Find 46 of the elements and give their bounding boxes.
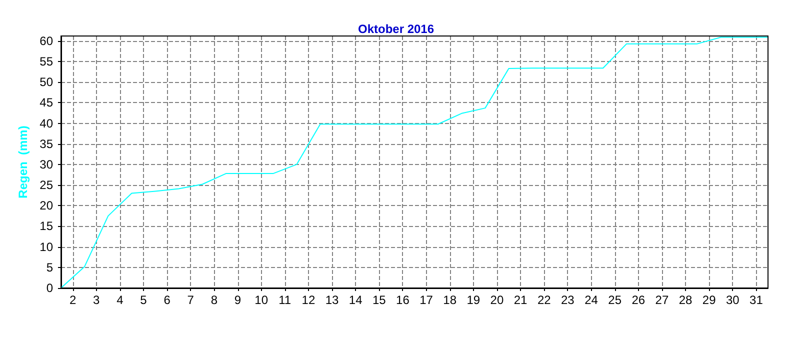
- y-tick-label: 15: [40, 219, 54, 234]
- x-tick-label: 14: [348, 293, 363, 307]
- y-axis-title: Regen (mm): [16, 126, 30, 198]
- x-tick-label: 20: [490, 293, 504, 307]
- x-tick-label: 22: [537, 293, 552, 307]
- x-tick-label: 7: [187, 293, 194, 307]
- y-tick-label: 30: [40, 157, 54, 172]
- y-tick-label: 40: [40, 116, 54, 130]
- y-tick-label: 35: [40, 136, 54, 151]
- x-tick-label: 25: [608, 293, 622, 307]
- x-tick-label: 12: [302, 293, 316, 307]
- y-tick-label: 5: [46, 260, 54, 274]
- x-tick-label: 9: [234, 293, 242, 307]
- x-tick-label: 26: [632, 293, 646, 307]
- x-tick-label: 15: [372, 293, 386, 307]
- x-tick-label: 31: [750, 293, 764, 307]
- chart-title: Oktober 2016: [358, 22, 434, 36]
- y-tick-label: 20: [40, 198, 54, 213]
- x-tick-label: 16: [396, 293, 410, 307]
- x-tick-label: 10: [254, 293, 268, 307]
- x-tick-label: 18: [443, 293, 457, 307]
- x-tick-label: 4: [116, 293, 124, 307]
- x-tick-label: 21: [514, 293, 528, 307]
- x-tick-label: 28: [678, 293, 693, 307]
- line-series: [60, 36, 768, 288]
- x-tick-label: 11: [278, 293, 292, 307]
- y-tick-label: 10: [40, 240, 54, 254]
- x-tick-label: 2: [69, 293, 76, 307]
- x-tick-label: 19: [466, 293, 480, 307]
- x-tick-label: 27: [655, 293, 669, 307]
- y-tick-label: 25: [40, 178, 54, 192]
- x-tick-label: 23: [561, 293, 575, 307]
- x-tick-label: 5: [140, 293, 148, 307]
- x-tick-label: 30: [726, 293, 740, 307]
- y-tick-label: 50: [40, 75, 54, 90]
- x-tick-label: 8: [210, 293, 218, 307]
- y-tick-label: 60: [40, 34, 54, 48]
- x-tick-label: 13: [325, 293, 340, 307]
- x-tick-label: 17: [420, 293, 434, 307]
- y-tick-label: 45: [40, 96, 54, 110]
- x-tick-label: 6: [164, 293, 171, 307]
- y-tick-label: 0: [46, 281, 54, 295]
- x-tick-label: 3: [93, 293, 100, 307]
- x-tick-label: 29: [702, 293, 716, 307]
- x-tick-label: 24: [584, 293, 598, 307]
- y-tick-label: 55: [40, 54, 54, 69]
